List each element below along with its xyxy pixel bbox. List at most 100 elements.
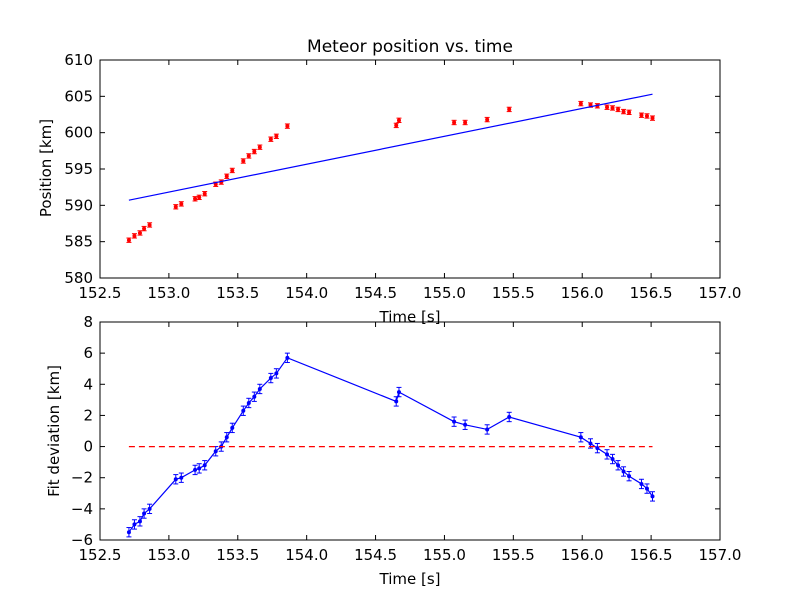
data-point <box>246 153 252 159</box>
plot-frame <box>99 59 721 279</box>
data-point <box>610 105 616 111</box>
point-marker <box>578 435 583 440</box>
data-point <box>578 432 584 443</box>
x-tick-label: 153.5 <box>216 546 259 564</box>
point-marker <box>605 452 610 457</box>
x-axis-label: Time [s] <box>379 570 441 588</box>
y-axis-label: Fit deviation [km] <box>45 365 63 497</box>
y-tick-label: 610 <box>64 51 93 69</box>
point-marker <box>485 427 490 432</box>
data-point <box>141 225 147 232</box>
point-marker <box>179 475 184 480</box>
x-tick-label: 155.0 <box>423 546 466 564</box>
y-tick-label: −4 <box>71 500 93 518</box>
y-tick-label: 590 <box>64 196 93 214</box>
point-marker <box>285 124 290 129</box>
data-point <box>257 383 263 395</box>
x-tick-label: 153.0 <box>147 284 190 302</box>
point-marker <box>627 474 632 479</box>
point-marker <box>241 408 246 413</box>
x-tick-label: 156.0 <box>561 284 604 302</box>
point-marker <box>485 117 490 122</box>
point-marker <box>605 105 610 110</box>
y-tick-label: −2 <box>71 469 93 487</box>
data-point <box>644 113 650 119</box>
data-point <box>451 119 457 126</box>
data-point <box>213 446 219 457</box>
data-point <box>615 106 621 113</box>
data-point <box>251 391 257 402</box>
y-tick-label: 585 <box>64 233 93 251</box>
data-point <box>396 117 402 123</box>
point-marker <box>257 145 262 150</box>
x-tick-label: 157.0 <box>699 546 742 564</box>
data-point <box>284 123 290 129</box>
point-marker <box>132 233 137 238</box>
point-marker <box>644 486 649 491</box>
x-tick-label: 155.0 <box>423 284 466 302</box>
y-tick-label: 605 <box>64 87 93 105</box>
point-marker <box>252 149 257 154</box>
data-point <box>192 196 198 202</box>
point-marker <box>452 120 457 125</box>
point-marker <box>257 386 262 391</box>
data-point <box>644 483 650 494</box>
point-marker <box>463 422 468 427</box>
point-marker <box>507 107 512 112</box>
data-point <box>251 148 257 155</box>
point-marker <box>142 226 147 231</box>
data-point <box>273 368 279 379</box>
data-point <box>131 519 137 530</box>
x-tick-label: 154.0 <box>285 546 328 564</box>
data-point <box>192 464 198 476</box>
data-point <box>393 396 399 407</box>
data-point <box>137 516 143 527</box>
y-axis-label: Position [km] <box>37 119 55 217</box>
data-point <box>604 104 610 110</box>
point-marker <box>650 116 655 121</box>
point-marker <box>616 107 621 112</box>
data-point <box>224 432 230 443</box>
point-marker <box>126 238 131 243</box>
y-tick-label: 2 <box>83 406 93 424</box>
data-point <box>126 237 132 243</box>
data-point <box>649 115 655 121</box>
data-point <box>393 122 399 129</box>
point-marker <box>396 390 401 395</box>
point-marker <box>639 113 644 118</box>
data-point <box>626 470 632 482</box>
y-tick-label: 600 <box>64 124 93 142</box>
point-marker <box>132 522 137 527</box>
data-point <box>615 460 621 471</box>
data-point <box>594 442 600 454</box>
data-point <box>506 106 512 113</box>
data-point <box>268 136 274 142</box>
data-point <box>173 204 179 210</box>
data-point <box>638 478 644 490</box>
point-marker <box>268 376 273 381</box>
point-marker <box>578 101 583 106</box>
point-marker <box>230 425 235 430</box>
data-point <box>224 173 230 179</box>
x-tick-label: 154.5 <box>354 284 397 302</box>
plot-frame <box>99 321 721 541</box>
point-marker <box>621 109 626 114</box>
data-point <box>284 352 290 363</box>
data-point <box>131 233 137 239</box>
x-tick-label: 154.5 <box>354 546 397 564</box>
point-marker <box>147 222 152 227</box>
point-marker <box>137 519 142 524</box>
data-point <box>396 386 402 398</box>
x-tick-label: 153.5 <box>216 284 259 302</box>
y-tick-label: 0 <box>83 438 93 456</box>
point-marker <box>627 110 632 115</box>
data-point <box>196 463 202 474</box>
data-point <box>246 397 252 409</box>
data-point <box>610 453 616 465</box>
point-marker <box>639 481 644 486</box>
data-point <box>126 527 132 538</box>
x-tick-label: 155.5 <box>492 546 535 564</box>
point-marker <box>147 506 152 511</box>
point-marker <box>126 530 131 535</box>
